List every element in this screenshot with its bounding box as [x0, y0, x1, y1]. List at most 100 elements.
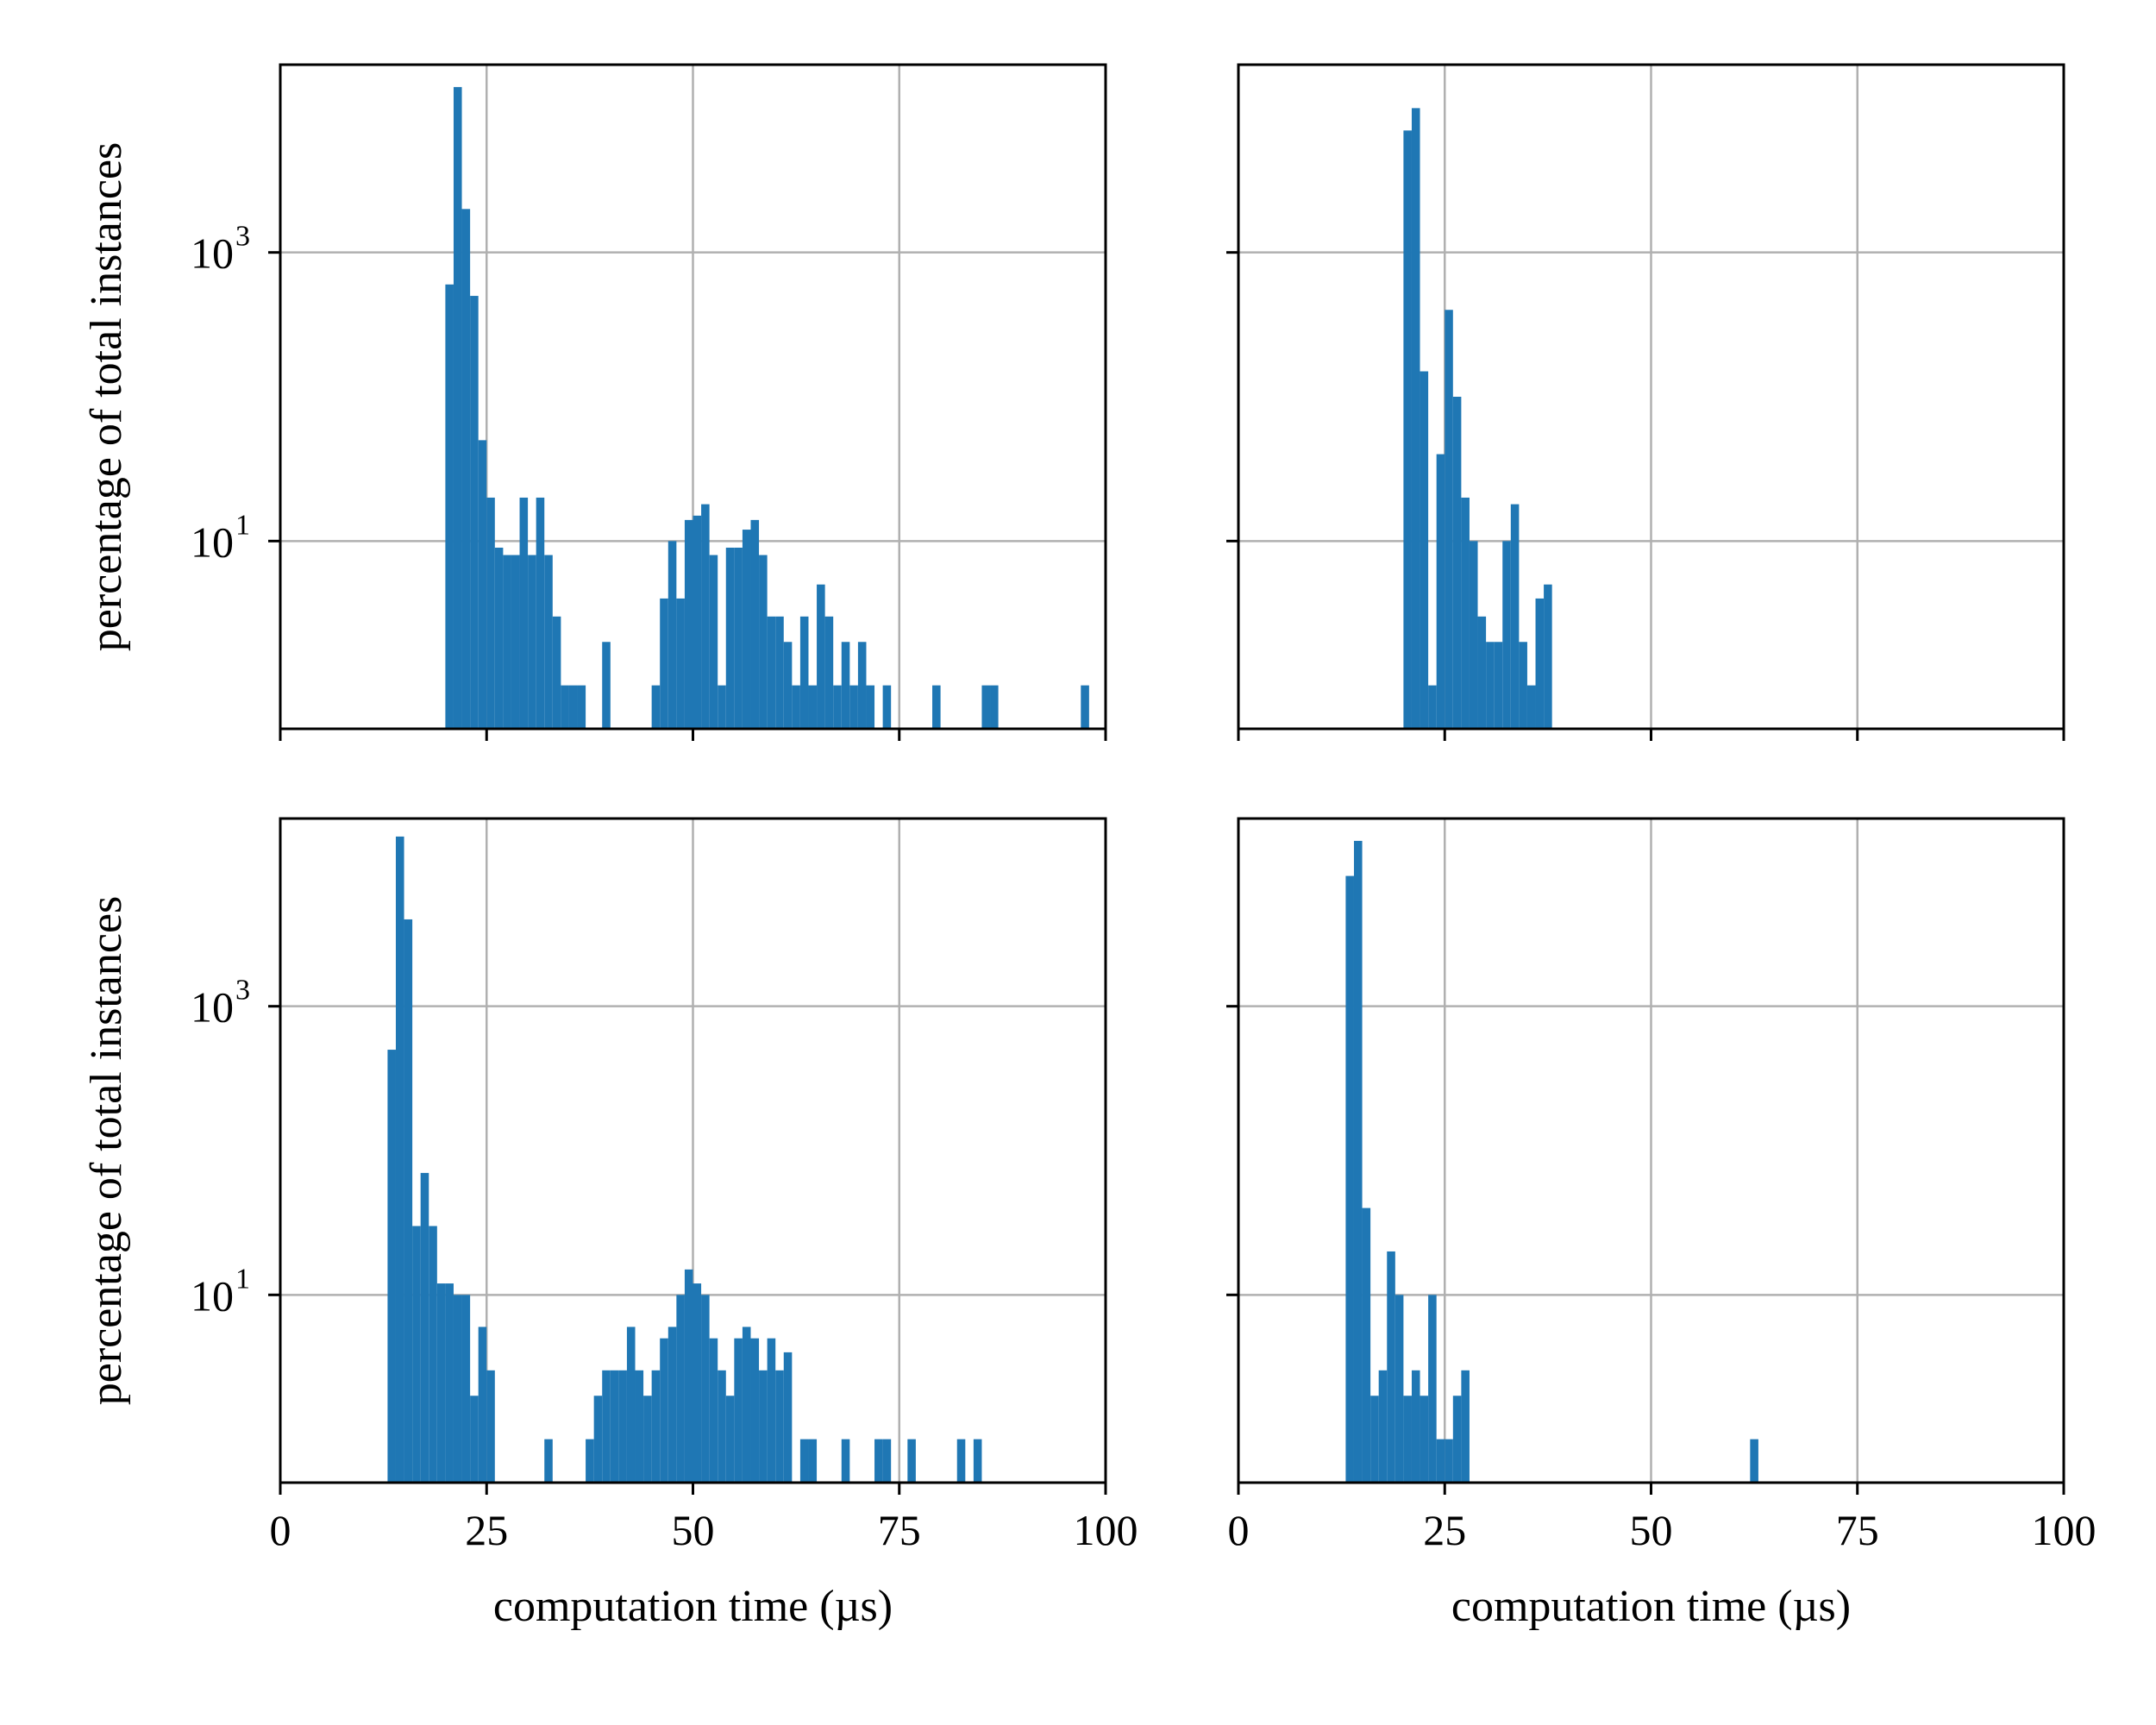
histogram-bar	[429, 1226, 437, 1483]
histogram-bar	[799, 616, 809, 729]
y-tick-exponent: 3	[235, 221, 250, 253]
histogram-bar	[701, 504, 710, 729]
histogram-bar	[1544, 584, 1552, 729]
x-axis-label: computation time (µs)	[1451, 1582, 1851, 1631]
histogram-bar	[1526, 685, 1536, 729]
histogram-bar	[544, 555, 553, 729]
histogram-bar	[445, 284, 454, 729]
x-tick-label: 25	[465, 1506, 508, 1554]
histogram-bar	[412, 1226, 421, 1483]
histogram-bar	[808, 685, 818, 729]
histogram-bar	[1461, 1370, 1470, 1483]
histogram-bar	[1445, 310, 1453, 729]
x-tick-label: 0	[270, 1506, 291, 1554]
histogram-bar	[1420, 1396, 1429, 1483]
histogram-bar	[734, 1338, 743, 1483]
histogram-bar	[1081, 685, 1089, 729]
histogram-bar	[849, 685, 858, 729]
histogram-bar	[973, 1439, 982, 1483]
histogram-bar	[1378, 1370, 1388, 1483]
histogram-bar	[1519, 642, 1527, 729]
histogram-bar	[750, 1338, 760, 1483]
histogram-bar	[626, 1327, 636, 1483]
histogram-bar	[792, 685, 800, 729]
histogram-bar	[817, 584, 825, 729]
y-tick-label: 10	[191, 229, 234, 278]
panel-bottom-right: 0 25 50 75 100 computation time (µs)	[1226, 817, 2096, 1631]
histogram-bar	[470, 296, 479, 729]
y-tick-exponent: 1	[235, 509, 250, 541]
histogram-bar	[420, 1172, 429, 1483]
x-tick-label: 75	[1836, 1506, 1879, 1554]
histogram-bar	[775, 1370, 784, 1483]
histogram-bar	[445, 1283, 454, 1483]
x-axis-label: computation time (µs)	[493, 1582, 893, 1631]
histogram-bar	[593, 1396, 603, 1483]
x-tick-label: 0	[1228, 1506, 1250, 1554]
histogram-bar	[767, 1338, 776, 1483]
histogram-bar	[1370, 1396, 1379, 1483]
histogram-bar	[759, 1370, 768, 1483]
histogram-bar	[643, 1396, 652, 1483]
histogram-bar	[676, 1295, 685, 1483]
histogram-bar	[742, 530, 751, 729]
histogram-bar	[808, 1439, 818, 1483]
histogram-bar	[586, 1439, 594, 1483]
histogram-bar	[552, 616, 561, 729]
x-tick-label: 75	[878, 1506, 921, 1554]
histogram-bar	[718, 1370, 726, 1483]
histogram-bar	[404, 919, 413, 1483]
y-axis-label: percentage of total instances	[82, 142, 131, 652]
histogram-bar	[536, 497, 545, 729]
histogram-bar	[874, 1439, 883, 1483]
histogram-bar	[1353, 840, 1363, 1483]
histogram-bar	[734, 547, 743, 729]
histogram-bar	[684, 1269, 693, 1483]
histogram-bar	[511, 555, 520, 729]
histogram-bar	[1395, 1295, 1404, 1483]
histogram-bar	[1469, 541, 1478, 729]
histogram-bar	[395, 836, 404, 1483]
histogram-bar	[981, 685, 991, 729]
histogram-bar	[799, 1439, 809, 1483]
x-tick-label: 50	[672, 1506, 715, 1554]
histogram-bar	[1535, 598, 1545, 729]
histogram-bar	[1452, 397, 1462, 729]
histogram-bar	[470, 1396, 479, 1483]
histogram-bar	[387, 1050, 396, 1483]
histogram-bar	[767, 616, 776, 729]
histogram-bar	[453, 1295, 462, 1483]
y-tick-exponent: 3	[235, 975, 250, 1007]
histogram-bar	[693, 1283, 702, 1483]
histogram-bar	[519, 497, 529, 729]
histogram-bar	[651, 685, 661, 729]
y-tick-label: 10	[191, 983, 234, 1032]
histogram-bar	[667, 541, 677, 729]
histogram-bar	[503, 555, 511, 729]
histogram-bar	[618, 1370, 627, 1483]
histogram-bar	[1494, 642, 1503, 729]
histogram-bar	[1436, 454, 1445, 729]
histogram-bar	[742, 1327, 751, 1483]
histogram-bar	[1420, 371, 1429, 729]
histogram-bar	[1510, 504, 1520, 729]
histogram-bar	[693, 515, 702, 729]
y-tick-label: 10	[191, 1271, 234, 1320]
histogram-bar	[1750, 1439, 1758, 1483]
histogram-bar	[544, 1439, 553, 1483]
histogram-bar	[1452, 1396, 1462, 1483]
histogram-bar	[436, 1283, 446, 1483]
histogram-bar	[635, 1370, 644, 1483]
histogram-bar	[824, 616, 834, 729]
histogram-bar	[857, 642, 867, 729]
histogram-bar	[1345, 875, 1354, 1483]
histogram-bar	[461, 1295, 471, 1483]
histogram-bar	[841, 1439, 850, 1483]
histogram-bar	[1477, 616, 1487, 729]
histogram-bar	[709, 1338, 718, 1483]
histogram-bar	[528, 555, 536, 729]
x-tick-label: 25	[1423, 1506, 1466, 1554]
panel-top-right	[1226, 63, 2065, 741]
